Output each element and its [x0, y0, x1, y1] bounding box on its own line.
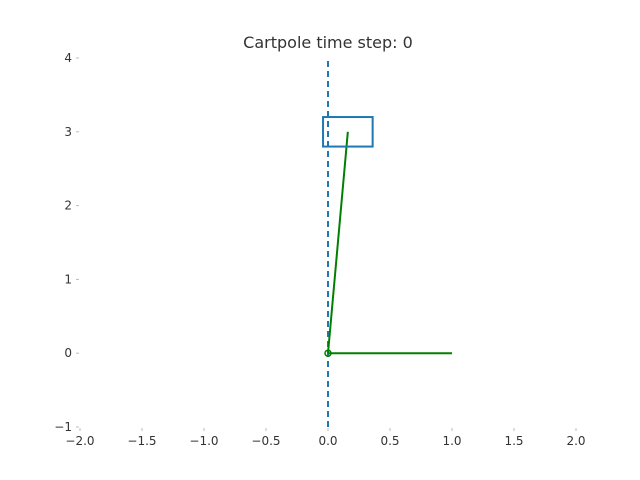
- cart-box: [322, 116, 374, 148]
- x-tick-label: 1.0: [442, 434, 461, 448]
- y-axis: −1 0 1 2 3 4: [54, 51, 79, 434]
- y-tick-label: 2: [64, 199, 72, 213]
- y-tick-label: 3: [64, 125, 72, 139]
- x-tick-label: −1.0: [189, 434, 218, 448]
- pivot-point: [324, 349, 332, 357]
- x-tick-label: 1.5: [504, 434, 523, 448]
- x-tick-label: 0.0: [318, 434, 337, 448]
- x-tick-label: −2.0: [65, 434, 94, 448]
- x-tick-label: −0.5: [251, 434, 280, 448]
- y-tick-label: 4: [64, 51, 72, 65]
- y-tick-label: −1: [54, 420, 72, 434]
- x-tick-label: 2.0: [566, 434, 585, 448]
- x-tick-label: 0.5: [380, 434, 399, 448]
- x-axis: −2.0 −1.5 −1.0 −0.5 0.0 0.5 1.0 1.5 2.0: [65, 428, 586, 448]
- pole-line: [327, 131, 349, 354]
- y-tick-label: 1: [64, 272, 72, 286]
- plot-area: [322, 58, 452, 427]
- chart-title: Cartpole time step: 0: [243, 33, 413, 52]
- y-tick-label: 0: [64, 346, 72, 360]
- x-tick-label: −1.5: [127, 434, 156, 448]
